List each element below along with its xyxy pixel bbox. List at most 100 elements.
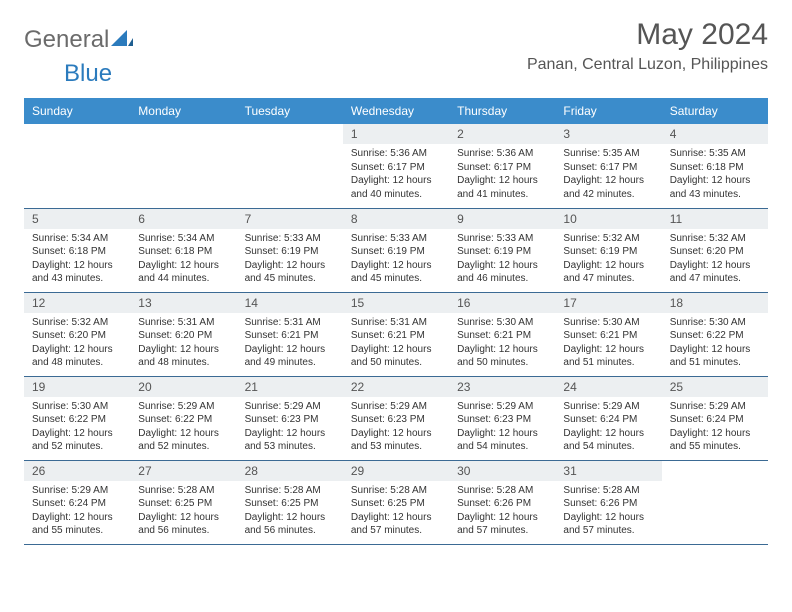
calendar-day-cell (130, 124, 236, 208)
daylight-text: Daylight: 12 hours and 47 minutes. (563, 259, 653, 286)
sunrise-text: Sunrise: 5:28 AM (457, 484, 547, 498)
daylight-text: Daylight: 12 hours and 49 minutes. (245, 343, 335, 370)
day-number: 16 (449, 293, 555, 313)
day-content: Sunrise: 5:28 AMSunset: 6:25 PMDaylight:… (130, 481, 236, 544)
calendar-day-cell: 31Sunrise: 5:28 AMSunset: 6:26 PMDayligh… (555, 460, 661, 544)
sunset-text: Sunset: 6:22 PM (670, 329, 760, 343)
calendar-table: Sunday Monday Tuesday Wednesday Thursday… (24, 98, 768, 545)
weekday-row: Sunday Monday Tuesday Wednesday Thursday… (24, 98, 768, 124)
brand-text-general: General (24, 26, 109, 54)
sunrise-text: Sunrise: 5:35 AM (670, 147, 760, 161)
day-content: Sunrise: 5:36 AMSunset: 6:17 PMDaylight:… (449, 144, 555, 207)
day-number: 26 (24, 461, 130, 481)
day-number: 1 (343, 124, 449, 144)
day-number: 24 (555, 377, 661, 397)
sunset-text: Sunset: 6:21 PM (351, 329, 441, 343)
day-number: 8 (343, 209, 449, 229)
weekday-sunday: Sunday (24, 98, 130, 124)
calendar-day-cell: 14Sunrise: 5:31 AMSunset: 6:21 PMDayligh… (237, 292, 343, 376)
calendar-day-cell (662, 460, 768, 544)
day-number: 30 (449, 461, 555, 481)
day-content: Sunrise: 5:29 AMSunset: 6:24 PMDaylight:… (662, 397, 768, 460)
day-content: Sunrise: 5:31 AMSunset: 6:20 PMDaylight:… (130, 313, 236, 376)
day-number: 25 (662, 377, 768, 397)
day-number: 7 (237, 209, 343, 229)
daylight-text: Daylight: 12 hours and 43 minutes. (32, 259, 122, 286)
day-content: Sunrise: 5:31 AMSunset: 6:21 PMDaylight:… (237, 313, 343, 376)
calendar-day-cell: 22Sunrise: 5:29 AMSunset: 6:23 PMDayligh… (343, 376, 449, 460)
day-content: Sunrise: 5:33 AMSunset: 6:19 PMDaylight:… (237, 229, 343, 292)
daylight-text: Daylight: 12 hours and 45 minutes. (245, 259, 335, 286)
sunset-text: Sunset: 6:20 PM (670, 245, 760, 259)
calendar-day-cell: 10Sunrise: 5:32 AMSunset: 6:19 PMDayligh… (555, 208, 661, 292)
day-number (130, 124, 236, 144)
daylight-text: Daylight: 12 hours and 54 minutes. (563, 427, 653, 454)
calendar-day-cell: 17Sunrise: 5:30 AMSunset: 6:21 PMDayligh… (555, 292, 661, 376)
day-content: Sunrise: 5:32 AMSunset: 6:19 PMDaylight:… (555, 229, 661, 292)
sunrise-text: Sunrise: 5:32 AM (32, 316, 122, 330)
sunset-text: Sunset: 6:23 PM (245, 413, 335, 427)
day-number: 20 (130, 377, 236, 397)
calendar-day-cell: 27Sunrise: 5:28 AMSunset: 6:25 PMDayligh… (130, 460, 236, 544)
sunrise-text: Sunrise: 5:31 AM (245, 316, 335, 330)
sunrise-text: Sunrise: 5:30 AM (457, 316, 547, 330)
day-content: Sunrise: 5:34 AMSunset: 6:18 PMDaylight:… (130, 229, 236, 292)
day-content: Sunrise: 5:30 AMSunset: 6:21 PMDaylight:… (449, 313, 555, 376)
day-content: Sunrise: 5:33 AMSunset: 6:19 PMDaylight:… (343, 229, 449, 292)
sunrise-text: Sunrise: 5:34 AM (32, 232, 122, 246)
calendar-week-row: 19Sunrise: 5:30 AMSunset: 6:22 PMDayligh… (24, 376, 768, 460)
calendar-day-cell: 15Sunrise: 5:31 AMSunset: 6:21 PMDayligh… (343, 292, 449, 376)
weekday-thursday: Thursday (449, 98, 555, 124)
sunset-text: Sunset: 6:20 PM (138, 329, 228, 343)
calendar-day-cell: 13Sunrise: 5:31 AMSunset: 6:20 PMDayligh… (130, 292, 236, 376)
sunrise-text: Sunrise: 5:29 AM (32, 484, 122, 498)
calendar-day-cell: 5Sunrise: 5:34 AMSunset: 6:18 PMDaylight… (24, 208, 130, 292)
day-number: 28 (237, 461, 343, 481)
day-number: 4 (662, 124, 768, 144)
calendar-day-cell: 12Sunrise: 5:32 AMSunset: 6:20 PMDayligh… (24, 292, 130, 376)
calendar-day-cell: 1Sunrise: 5:36 AMSunset: 6:17 PMDaylight… (343, 124, 449, 208)
daylight-text: Daylight: 12 hours and 50 minutes. (351, 343, 441, 370)
day-number (662, 461, 768, 481)
sunset-text: Sunset: 6:18 PM (138, 245, 228, 259)
sunrise-text: Sunrise: 5:29 AM (245, 400, 335, 414)
calendar-day-cell (24, 124, 130, 208)
day-content: Sunrise: 5:28 AMSunset: 6:26 PMDaylight:… (449, 481, 555, 544)
daylight-text: Daylight: 12 hours and 57 minutes. (457, 511, 547, 538)
calendar-day-cell: 4Sunrise: 5:35 AMSunset: 6:18 PMDaylight… (662, 124, 768, 208)
day-content: Sunrise: 5:29 AMSunset: 6:23 PMDaylight:… (449, 397, 555, 460)
daylight-text: Daylight: 12 hours and 52 minutes. (138, 427, 228, 454)
sunrise-text: Sunrise: 5:36 AM (351, 147, 441, 161)
sunrise-text: Sunrise: 5:36 AM (457, 147, 547, 161)
calendar-day-cell: 19Sunrise: 5:30 AMSunset: 6:22 PMDayligh… (24, 376, 130, 460)
brand-sail-icon (111, 28, 133, 53)
day-number: 23 (449, 377, 555, 397)
sunset-text: Sunset: 6:26 PM (563, 497, 653, 511)
daylight-text: Daylight: 12 hours and 57 minutes. (351, 511, 441, 538)
daylight-text: Daylight: 12 hours and 44 minutes. (138, 259, 228, 286)
brand-text-blue: Blue (64, 60, 112, 87)
weekday-friday: Friday (555, 98, 661, 124)
sunset-text: Sunset: 6:23 PM (351, 413, 441, 427)
day-number: 6 (130, 209, 236, 229)
day-content: Sunrise: 5:28 AMSunset: 6:25 PMDaylight:… (237, 481, 343, 544)
weekday-tuesday: Tuesday (237, 98, 343, 124)
sunrise-text: Sunrise: 5:29 AM (563, 400, 653, 414)
day-content: Sunrise: 5:35 AMSunset: 6:17 PMDaylight:… (555, 144, 661, 207)
daylight-text: Daylight: 12 hours and 52 minutes. (32, 427, 122, 454)
day-number: 9 (449, 209, 555, 229)
calendar-page: General May 2024 Panan, Central Luzon, P… (0, 0, 792, 563)
daylight-text: Daylight: 12 hours and 48 minutes. (138, 343, 228, 370)
daylight-text: Daylight: 12 hours and 50 minutes. (457, 343, 547, 370)
day-number: 29 (343, 461, 449, 481)
sunset-text: Sunset: 6:21 PM (245, 329, 335, 343)
sunrise-text: Sunrise: 5:33 AM (245, 232, 335, 246)
calendar-day-cell: 29Sunrise: 5:28 AMSunset: 6:25 PMDayligh… (343, 460, 449, 544)
sunset-text: Sunset: 6:19 PM (351, 245, 441, 259)
daylight-text: Daylight: 12 hours and 41 minutes. (457, 174, 547, 201)
calendar-day-cell (237, 124, 343, 208)
calendar-week-row: 5Sunrise: 5:34 AMSunset: 6:18 PMDaylight… (24, 208, 768, 292)
calendar-day-cell: 3Sunrise: 5:35 AMSunset: 6:17 PMDaylight… (555, 124, 661, 208)
calendar-day-cell: 23Sunrise: 5:29 AMSunset: 6:23 PMDayligh… (449, 376, 555, 460)
sunrise-text: Sunrise: 5:29 AM (351, 400, 441, 414)
